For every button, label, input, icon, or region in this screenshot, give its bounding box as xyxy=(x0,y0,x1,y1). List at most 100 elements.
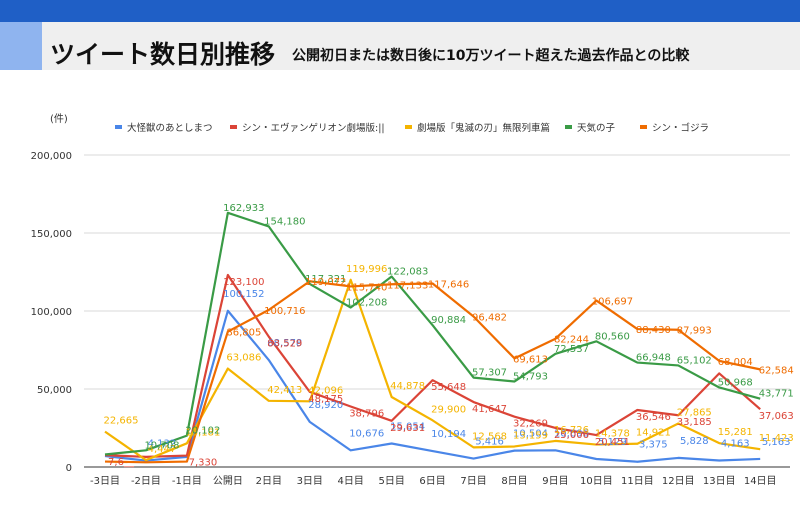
data-label: 4,132 xyxy=(148,439,177,450)
y-tick-label: 100,000 xyxy=(31,307,72,318)
data-label: 63,086 xyxy=(226,353,261,364)
data-label: 162,933 xyxy=(223,203,264,214)
legend-swatch xyxy=(115,125,122,129)
data-label: 86,805 xyxy=(226,328,261,339)
data-label: 38,796 xyxy=(349,408,384,419)
legend-label: 劇場版「鬼滅の刃」無限列車篇 xyxy=(417,122,550,134)
data-label: 68,004 xyxy=(718,357,753,368)
data-label: 7,6__ xyxy=(108,457,135,468)
data-label: 66,948 xyxy=(636,353,671,364)
x-tick-label: 6日目 xyxy=(419,476,445,487)
legend: 大怪獣のあとしまつ シン・エヴァンゲリオン劇場版:|| 劇場版「鬼滅の刃」無限列車篇… xyxy=(115,122,709,134)
data-label: 54,793 xyxy=(513,372,548,383)
data-label: 90,884 xyxy=(431,315,466,326)
data-label: 25,006 xyxy=(554,430,589,441)
data-label: 115,740 xyxy=(346,282,387,293)
x-tick-label: 4日目 xyxy=(338,476,364,487)
data-label: 10,676 xyxy=(349,428,384,439)
data-label: 41,647 xyxy=(472,404,507,415)
y-axis-ticks: 0 50,000 100,000 150,000 200,000 xyxy=(31,151,72,474)
data-label: 100,716 xyxy=(264,306,305,317)
data-label: 57,307 xyxy=(472,368,507,379)
data-label: 100,152 xyxy=(223,289,264,300)
legend-label: 天気の子 xyxy=(577,122,616,134)
y-tick-label: 200,000 xyxy=(31,151,72,162)
data-label: 117,646 xyxy=(428,279,469,290)
x-tick-label: 8日目 xyxy=(501,476,527,487)
data-label: 10,696 xyxy=(554,428,589,439)
data-label: 7,330 xyxy=(189,458,218,469)
title-bar xyxy=(0,22,800,70)
data-label: 123,100 xyxy=(223,277,264,288)
data-label: 65,102 xyxy=(677,355,712,366)
x-tick-label: 2日目 xyxy=(256,476,282,487)
data-label: 15,181 xyxy=(185,427,220,438)
data-label: 5,828 xyxy=(680,436,709,447)
x-tick-label: 9日目 xyxy=(542,476,568,487)
data-label: 22,665 xyxy=(104,416,139,427)
data-label: 5,416 xyxy=(475,437,504,448)
data-label: 55,648 xyxy=(431,382,466,393)
y-tick-label: 150,000 xyxy=(31,229,72,240)
data-label: 154,180 xyxy=(264,216,305,227)
data-label: 10,194 xyxy=(431,429,466,440)
series-lines xyxy=(104,211,761,464)
top-banner xyxy=(0,0,800,22)
data-label: 15,054 xyxy=(390,422,425,433)
data-label: 12,568 xyxy=(472,431,507,442)
data-label: 122,083 xyxy=(387,267,428,278)
legend-swatch xyxy=(565,125,572,129)
data-label: 119,072 xyxy=(305,277,346,288)
legend-swatch xyxy=(405,125,412,129)
page-subtitle: 公開初日または数日後に10万ツイート超えた過去作品との比較 xyxy=(292,48,690,64)
data-label: 36,546 xyxy=(636,412,671,423)
data-label: 3,375 xyxy=(639,440,668,451)
x-tick-label: 公開日 xyxy=(213,475,243,487)
data-label: 117,133 xyxy=(387,280,428,291)
data-label: 87,993 xyxy=(677,326,712,337)
data-label: 43,771 xyxy=(759,389,794,400)
data-label: 29,900 xyxy=(431,404,466,415)
data-label: 82,244 xyxy=(554,335,589,346)
data-label: 15,281 xyxy=(718,427,753,438)
data-label: 80,560 xyxy=(595,331,630,342)
data-label: 14,378 xyxy=(595,429,630,440)
y-unit-label: (件) xyxy=(50,113,68,125)
title-accent xyxy=(0,22,42,70)
data-label: 4,447 xyxy=(148,444,177,455)
legend-label: シン・ゴジラ xyxy=(652,122,709,134)
data-label: 5,129 xyxy=(598,437,627,448)
data-label: 4,163 xyxy=(721,439,750,450)
legend-swatch xyxy=(640,125,647,129)
legend-label: 大怪獣のあとしまつ xyxy=(127,122,213,134)
data-label: 69,613 xyxy=(513,354,548,365)
x-tick-label: 3日目 xyxy=(297,476,323,487)
y-tick-label: 50,000 xyxy=(37,385,72,396)
data-label: 83,529 xyxy=(267,339,302,350)
data-label: 13,159 xyxy=(513,430,548,441)
data-label: 44,878 xyxy=(390,381,425,392)
data-label: 20,102 xyxy=(185,426,220,437)
data-label: 28,920 xyxy=(308,400,343,411)
data-label: 117,321 xyxy=(305,274,346,285)
data-label: 88,430 xyxy=(636,325,671,336)
data-label: 72,537 xyxy=(554,344,589,355)
x-tick-label: 7日目 xyxy=(460,476,486,487)
legend-swatch xyxy=(230,125,237,129)
x-tick-label: 14日目 xyxy=(744,476,777,487)
x-tick-label: -2日目 xyxy=(131,476,161,487)
data-label: 106,697 xyxy=(592,297,633,308)
data-label: 119,996 xyxy=(346,264,387,275)
data-label: 14,921 xyxy=(636,428,671,439)
x-tick-label: 5日目 xyxy=(378,476,404,487)
data-label: 42,096 xyxy=(308,385,343,396)
data-label: 102,208 xyxy=(346,298,387,309)
data-label: 20,451 xyxy=(595,437,630,448)
page-title: ツイート数日別推移 xyxy=(50,40,276,69)
data-label: 10,504 xyxy=(513,429,548,440)
data-label: 42,413 xyxy=(267,385,302,396)
data-label: 32,269 xyxy=(513,419,548,430)
x-tick-label: 11日目 xyxy=(621,476,654,487)
data-label: 50,968 xyxy=(718,377,753,388)
data-label: 62,584 xyxy=(759,365,794,376)
